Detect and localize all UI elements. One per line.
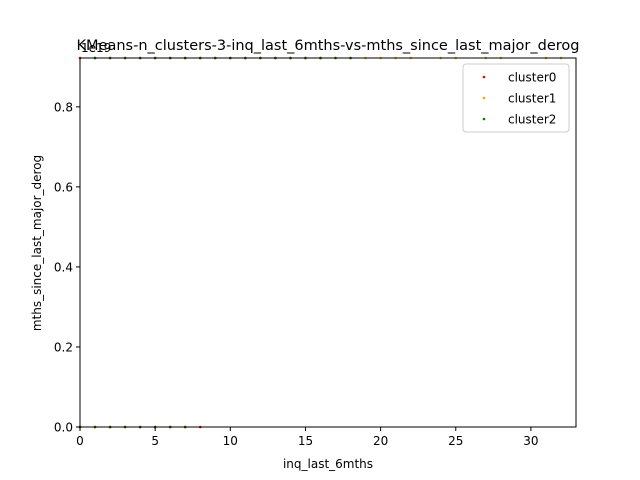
y-axis: 0.0 0.2 0.4 0.6 0.8 (54, 100, 80, 435)
x-tick-label: 15 (298, 434, 313, 448)
legend: cluster0 cluster1 cluster2 (462, 63, 570, 133)
y-axis-label: mths_since_last_major_derog (30, 155, 44, 331)
y-offset-label: 1e19 (81, 41, 111, 55)
legend-label-cluster0: cluster0 (508, 71, 556, 85)
x-axis: 0 5 10 15 20 25 30 (76, 427, 539, 448)
y-tick-label: 0.2 (54, 340, 73, 354)
y-tick-label: 0.0 (54, 421, 73, 435)
y-tick-label: 0.4 (54, 260, 73, 274)
x-tick-label: 25 (448, 434, 463, 448)
legend-frame (462, 63, 570, 133)
legend-label-cluster1: cluster1 (508, 92, 556, 106)
legend-marker-cluster0 (482, 75, 486, 79)
y-tick-label: 0.8 (54, 100, 73, 114)
legend-label-cluster2: cluster2 (508, 113, 556, 127)
legend-marker-cluster2 (482, 117, 486, 121)
chart-title: KMeans-n_clusters-3-inq_last_6mths-vs-mt… (77, 38, 580, 54)
x-tick-label: 0 (76, 434, 84, 448)
x-axis-label: inq_last_6mths (283, 457, 373, 471)
x-tick-label: 20 (373, 434, 388, 448)
legend-marker-cluster1 (482, 96, 486, 100)
y-tick-label: 0.6 (54, 180, 73, 194)
x-tick-label: 5 (151, 434, 159, 448)
axes-frame (79, 57, 577, 428)
x-tick-label: 10 (223, 434, 238, 448)
x-tick-label: 30 (523, 434, 538, 448)
